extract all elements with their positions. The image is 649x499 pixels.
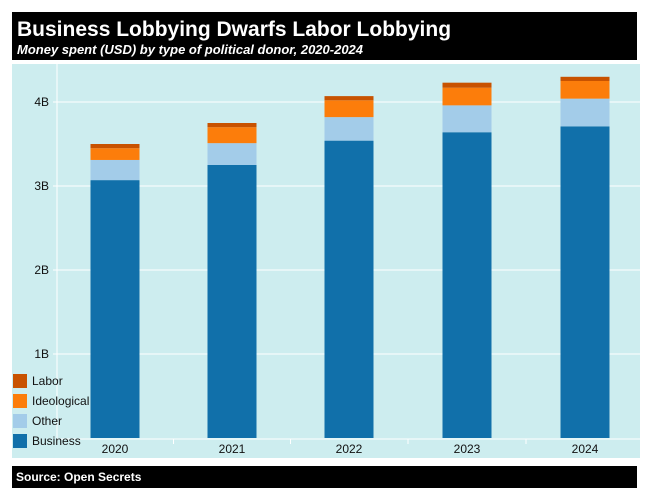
bar-business-2022 [324,140,374,438]
bar-other-2022 [324,117,374,141]
x-tick-label: 2023 [454,442,481,456]
legend-swatch-ideological [13,394,27,408]
bar-ideological-2022 [324,100,374,118]
bar-other-2020 [90,159,140,181]
legend-swatch-labor [13,374,27,388]
legend-label-other: Other [32,414,62,428]
bar-ideological-2021 [207,127,257,144]
chart-subtitle: Money spent (USD) by type of political d… [17,42,364,57]
legend-label-labor: Labor [32,374,63,388]
bar-labor-2020 [90,144,140,149]
bar-ideological-2023 [442,87,492,106]
bar-business-2023 [442,132,492,439]
x-tick-label: 2020 [102,442,129,456]
y-tick-label: 3B [34,179,49,193]
bar-labor-2023 [442,82,492,88]
bar-business-2021 [207,165,257,438]
bar-ideological-2020 [90,148,140,160]
bar-business-2020 [90,180,140,438]
bar-business-2024 [560,126,610,439]
bar-other-2023 [442,105,492,133]
x-tick-label: 2024 [572,442,599,456]
source-bar: Source: Open Secrets [12,466,637,488]
y-tick-label: 2B [34,263,49,277]
legend-swatch-business [13,434,27,448]
legend-label-ideological: Ideological [32,394,89,408]
bar-labor-2021 [207,123,257,128]
bar-other-2021 [207,143,257,165]
legend-label-business: Business [32,434,81,448]
x-tick-label: 2021 [219,442,246,456]
y-tick-label: 1B [34,347,49,361]
bar-labor-2024 [560,76,610,81]
bar-other-2024 [560,98,610,127]
x-tick-label: 2022 [336,442,363,456]
chart-title: Business Lobbying Dwarfs Labor Lobbying [17,18,452,41]
title-bar: Business Lobbying Dwarfs Labor Lobbying … [12,12,637,60]
legend-swatch-other [13,414,27,428]
source-text: Source: Open Secrets [16,470,142,484]
bar-ideological-2024 [560,81,610,99]
y-tick-label: 4B [34,95,49,109]
bar-labor-2022 [324,96,374,101]
